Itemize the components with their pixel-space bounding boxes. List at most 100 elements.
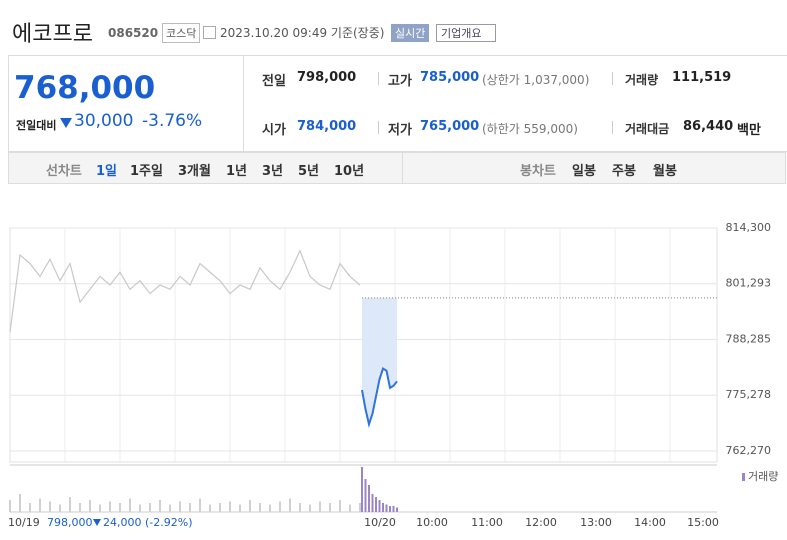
stat-label: 시가 [262, 123, 286, 138]
summary-rate: (-2.92%) [145, 516, 193, 529]
volume-bar [382, 503, 384, 512]
down-arrow [60, 118, 72, 128]
volume-bar [269, 504, 271, 512]
stat-label: 전일 [262, 74, 286, 89]
stat-label: 거래량 [625, 73, 659, 87]
tab-bar [8, 152, 786, 184]
divider [612, 121, 613, 134]
volume-bar [279, 501, 281, 512]
volume-bar [289, 498, 291, 512]
tab[interactable]: 봉차트 [520, 164, 556, 179]
volume-bar [59, 504, 61, 512]
volume-bar [199, 498, 201, 512]
volume-bar [49, 501, 51, 512]
tab[interactable]: 1주일 [130, 164, 163, 179]
divider [378, 72, 379, 85]
volume-bar [209, 504, 211, 512]
price-box [8, 55, 244, 152]
x-tick-label: 10/19 [8, 516, 40, 529]
volume-bar [389, 506, 391, 512]
volume-bar [378, 500, 381, 512]
volume-bar [99, 504, 101, 512]
volume-bar [349, 504, 351, 512]
change-rate: -3.76% [142, 111, 203, 131]
volume-bar [396, 507, 398, 512]
stat-value: 111,519 [672, 70, 732, 85]
divider [402, 152, 403, 184]
volume-bar [329, 503, 331, 512]
tab[interactable]: 3개월 [178, 164, 211, 179]
x-tick-label: 14:00 [634, 516, 666, 529]
volume-bar [109, 501, 111, 512]
y-tick-label: 814,300 [726, 221, 772, 234]
time: 2023.10.20 09:49 기준(장중) [220, 26, 385, 40]
stat-unit: 백만 [737, 123, 761, 138]
volume-bar [299, 503, 301, 512]
stock-name: 에코프로 [12, 22, 93, 47]
area [362, 297, 397, 425]
company-button[interactable]: 기업개요 [436, 24, 497, 42]
summary-close: 798,000 [47, 516, 93, 529]
x-tick-label: 10/20 [364, 516, 396, 529]
x-tick-label: 15:00 [687, 516, 719, 529]
tab[interactable]: 주봉 [612, 164, 636, 179]
stat-value: 784,000 [297, 119, 357, 134]
volume-bar [319, 501, 321, 512]
x-tick-label: 13:00 [580, 516, 612, 529]
volume-bar [89, 500, 91, 512]
volume-bar [359, 503, 361, 512]
volume-bar [39, 498, 41, 512]
volume-bar [309, 504, 311, 512]
tab[interactable]: 선차트 [46, 164, 82, 179]
tab[interactable]: 10년 [334, 164, 365, 179]
volume-bar [29, 503, 31, 512]
y-tick-label: 775,278 [726, 388, 772, 401]
volume-bar [364, 479, 367, 512]
volume-bar [219, 503, 221, 512]
stat-label: 고가 [388, 74, 412, 89]
volume-bar [339, 500, 341, 512]
volume-bar [9, 500, 11, 512]
divider [612, 72, 613, 85]
tab[interactable]: 월봉 [653, 164, 677, 179]
volume-bar [385, 504, 388, 512]
volume-bar [169, 504, 171, 512]
y-tick-label: 801,293 [726, 277, 772, 290]
realtime-button[interactable]: 실시간 [391, 24, 430, 42]
tab[interactable]: 1년 [226, 164, 248, 179]
volume-bar [229, 501, 231, 512]
volume-bar [259, 503, 261, 512]
y-tick-label: 788,285 [726, 332, 772, 345]
volume-bar [361, 467, 363, 512]
summary-arrow [93, 519, 101, 526]
volume-bar [129, 498, 131, 512]
tab[interactable]: 1일 [96, 164, 118, 179]
volume-bar [368, 485, 370, 512]
volume-bar [119, 503, 121, 512]
change: 30,000 [74, 111, 134, 131]
summary-change: 24,000 [103, 516, 142, 529]
stat-label: 거래대금 [625, 122, 670, 136]
tab[interactable]: 일봉 [572, 164, 596, 179]
volume-bar [79, 503, 81, 512]
volume-legend-swatch [742, 473, 745, 481]
market-badge: 코스닥 [162, 23, 201, 43]
stat-value: 785,000 [420, 70, 480, 85]
volume-bar [392, 506, 395, 512]
volume-bar [189, 503, 191, 512]
stat-note: (상한가 1,037,000) [482, 73, 590, 87]
tab[interactable]: 5년 [298, 164, 320, 179]
price-line [9, 249, 361, 333]
volume-bar [371, 494, 374, 512]
volume-bar [69, 497, 71, 512]
y-tick-label: 762,270 [726, 444, 772, 457]
tab[interactable]: 3년 [262, 164, 284, 179]
chart: 814,300 801,293 788,285 775,278 762,270 거래량 10… [8, 221, 778, 529]
stat-label: 저가 [388, 123, 412, 138]
price-line [361, 367, 398, 428]
volume-bar [159, 500, 161, 512]
x-tick-label: 12:00 [525, 516, 557, 529]
price: 768,000 [14, 70, 156, 106]
stat-value: 798,000 [297, 70, 357, 85]
